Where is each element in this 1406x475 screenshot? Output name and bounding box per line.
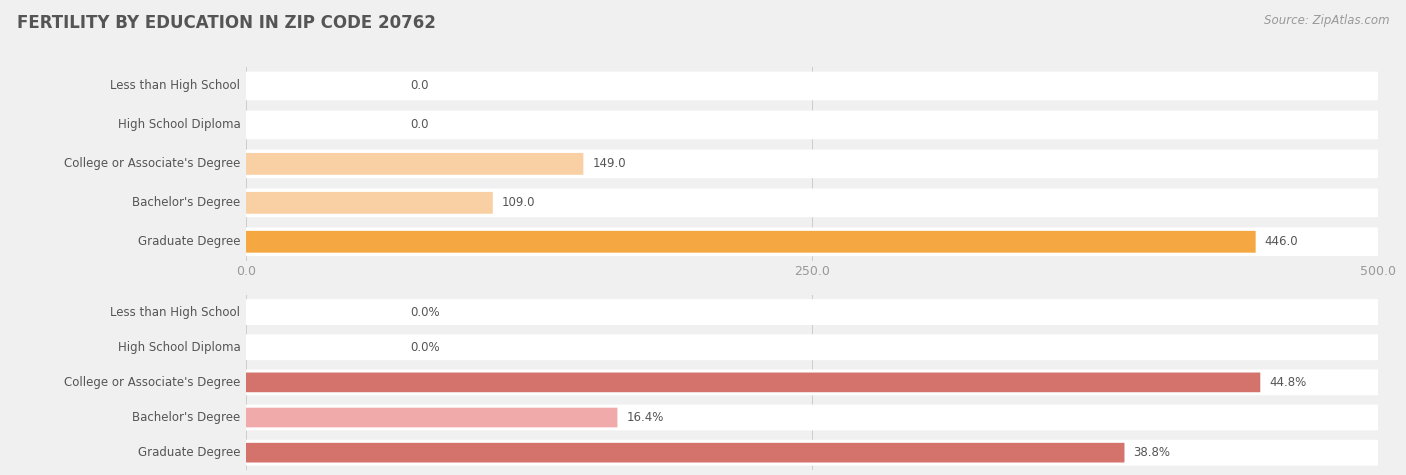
Text: 446.0: 446.0	[1265, 235, 1298, 248]
FancyBboxPatch shape	[246, 192, 492, 214]
FancyBboxPatch shape	[246, 370, 1378, 395]
Text: 0.0: 0.0	[411, 118, 429, 132]
Text: 0.0: 0.0	[411, 79, 429, 93]
Text: FERTILITY BY EDUCATION IN ZIP CODE 20762: FERTILITY BY EDUCATION IN ZIP CODE 20762	[17, 14, 436, 32]
Text: High School Diploma: High School Diploma	[118, 118, 240, 132]
FancyBboxPatch shape	[246, 299, 1378, 325]
FancyBboxPatch shape	[246, 228, 1378, 256]
FancyBboxPatch shape	[246, 153, 583, 175]
Text: College or Associate's Degree: College or Associate's Degree	[65, 376, 240, 389]
FancyBboxPatch shape	[246, 72, 1378, 100]
Text: 149.0: 149.0	[592, 157, 626, 171]
Text: 44.8%: 44.8%	[1270, 376, 1306, 389]
Text: Less than High School: Less than High School	[111, 79, 240, 93]
Text: Source: ZipAtlas.com: Source: ZipAtlas.com	[1264, 14, 1389, 27]
FancyBboxPatch shape	[246, 408, 617, 428]
Text: High School Diploma: High School Diploma	[118, 341, 240, 354]
Text: Bachelor's Degree: Bachelor's Degree	[132, 411, 240, 424]
Text: 16.4%: 16.4%	[626, 411, 664, 424]
Text: Less than High School: Less than High School	[111, 305, 240, 319]
FancyBboxPatch shape	[246, 111, 1378, 139]
Text: Graduate Degree: Graduate Degree	[138, 446, 240, 459]
Text: Bachelor's Degree: Bachelor's Degree	[132, 196, 240, 209]
Text: 38.8%: 38.8%	[1133, 446, 1170, 459]
FancyBboxPatch shape	[246, 150, 1378, 178]
Text: 0.0%: 0.0%	[411, 305, 440, 319]
FancyBboxPatch shape	[246, 334, 1378, 360]
FancyBboxPatch shape	[246, 443, 1125, 463]
Text: 109.0: 109.0	[502, 196, 536, 209]
FancyBboxPatch shape	[246, 405, 1378, 430]
Text: College or Associate's Degree: College or Associate's Degree	[65, 157, 240, 171]
Text: 0.0%: 0.0%	[411, 341, 440, 354]
FancyBboxPatch shape	[246, 372, 1260, 392]
FancyBboxPatch shape	[246, 440, 1378, 466]
Text: Graduate Degree: Graduate Degree	[138, 235, 240, 248]
FancyBboxPatch shape	[246, 231, 1256, 253]
FancyBboxPatch shape	[246, 189, 1378, 217]
